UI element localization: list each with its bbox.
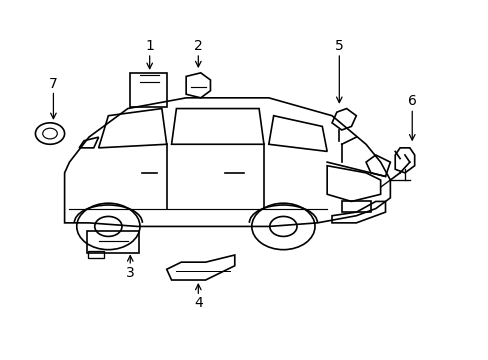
Text: 7: 7 (49, 77, 58, 119)
Text: 3: 3 (125, 256, 134, 280)
Text: 2: 2 (194, 39, 202, 67)
Text: 6: 6 (407, 94, 416, 140)
Text: 4: 4 (194, 284, 202, 310)
Text: 1: 1 (145, 39, 154, 69)
Text: 5: 5 (334, 39, 343, 103)
